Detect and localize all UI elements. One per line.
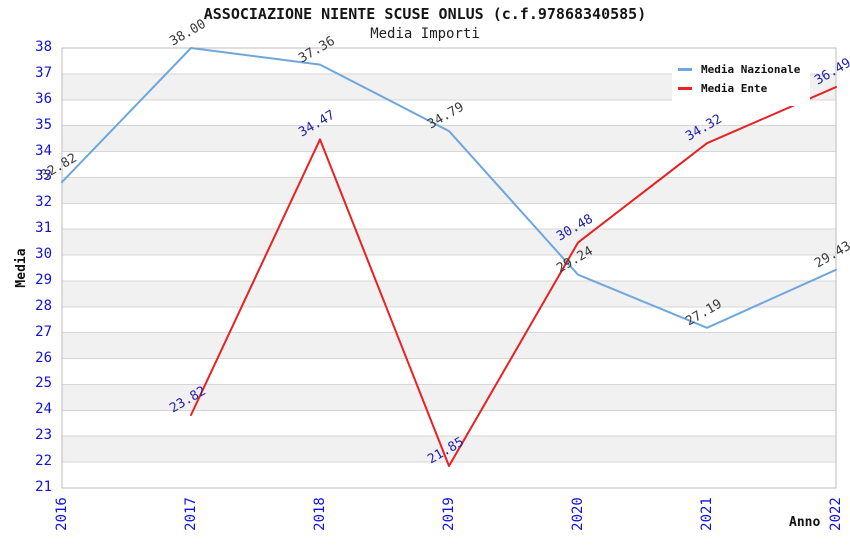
plot-band (62, 280, 836, 307)
x-tick-label: 2016 (54, 497, 70, 531)
y-tick-label: 22 (35, 453, 52, 470)
x-tick-label: 2021 (699, 497, 715, 531)
chart-title: ASSOCIAZIONE NIENTE SCUSE ONLUS (c.f.978… (203, 5, 647, 23)
y-tick-label: 38 (35, 39, 52, 55)
x-tick-label: 2018 (312, 497, 328, 531)
series-line-media-ente (190, 86, 837, 467)
x-axis-title: Anno (789, 515, 821, 530)
y-tick-label: 25 (35, 375, 52, 392)
y-tick-label: 28 (35, 297, 52, 314)
y-tick-label: 33 (35, 168, 52, 185)
x-tick-label: 2019 (441, 497, 457, 531)
x-tick-label: 2017 (183, 497, 199, 531)
y-tick-label: 37 (35, 64, 52, 81)
legend-item: Media Nazionale (678, 60, 810, 79)
x-tick-label: 2020 (570, 497, 586, 531)
x-tick-label: 2022 (828, 497, 844, 531)
y-tick-label: 30 (35, 246, 52, 263)
plot-band (62, 358, 836, 385)
y-tick-label: 32 (35, 194, 52, 211)
y-tick-label: 31 (35, 220, 52, 237)
y-tick-label: 29 (35, 271, 52, 288)
y-tick-label: 36 (35, 90, 52, 107)
plot-band (62, 125, 836, 152)
plot-band (62, 229, 836, 256)
plot-band (62, 384, 836, 411)
legend-swatch-icon (678, 68, 692, 71)
chart-subtitle: Media Importi (370, 26, 480, 42)
legend-label: Media Nazionale (701, 63, 801, 76)
y-tick-label: 23 (35, 427, 52, 444)
legend-label: Media Ente (701, 82, 768, 95)
plot-band (62, 436, 836, 463)
legend-swatch-icon (678, 87, 692, 90)
legend-item: Media Ente (678, 79, 810, 98)
plot-band (62, 332, 836, 359)
y-tick-label: 27 (35, 323, 52, 340)
y-axis-title: Media (14, 248, 29, 288)
y-tick-label: 26 (35, 349, 52, 366)
y-tick-label: 35 (35, 116, 52, 133)
plot-border (61, 47, 837, 489)
y-tick-label: 21 (35, 479, 52, 495)
y-tick-label: 34 (35, 142, 52, 159)
series-line-media-nazionale (61, 47, 837, 329)
plot-band (62, 177, 836, 204)
plot-band (62, 255, 836, 281)
plot-band (62, 203, 836, 230)
plot-band (62, 151, 836, 178)
y-tick-label: 24 (35, 401, 52, 418)
legend: Media Nazionale Media Ente (672, 52, 810, 106)
